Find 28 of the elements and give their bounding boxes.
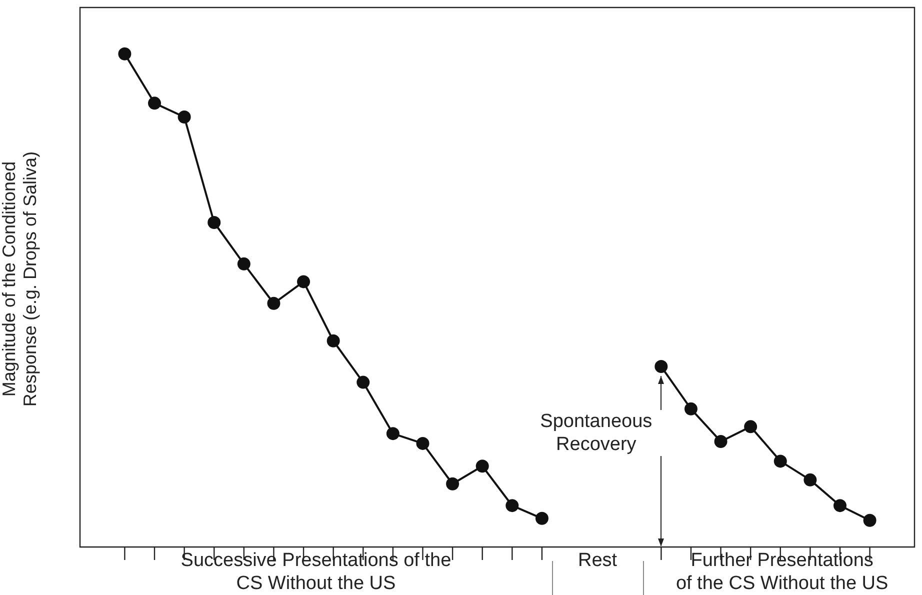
point [416,436,430,450]
point [714,434,728,448]
y-axis-title: Magnitude of the Conditioned Response (e.g. Drops of Saliva) [0,150,41,409]
point [744,420,758,434]
point [774,454,787,468]
point [148,96,162,110]
point [833,499,846,512]
point [208,216,221,230]
point [356,376,370,389]
point [267,296,280,310]
point [297,275,310,288]
point [506,499,519,512]
point [326,334,340,348]
point [863,514,876,527]
point [178,110,191,124]
text: Successive Presentations of the CS Without the US [180,549,452,595]
point [237,257,250,270]
point [684,402,698,416]
annotation: Spontaneous Recovery [521,410,672,456]
point [476,460,489,473]
point [804,473,817,486]
text: Further Presentations of the CS Without the US [674,549,890,595]
point [535,512,548,525]
point [654,360,668,374]
point [386,427,400,440]
point [446,477,460,490]
point [118,47,132,60]
text: Rest [577,549,618,572]
